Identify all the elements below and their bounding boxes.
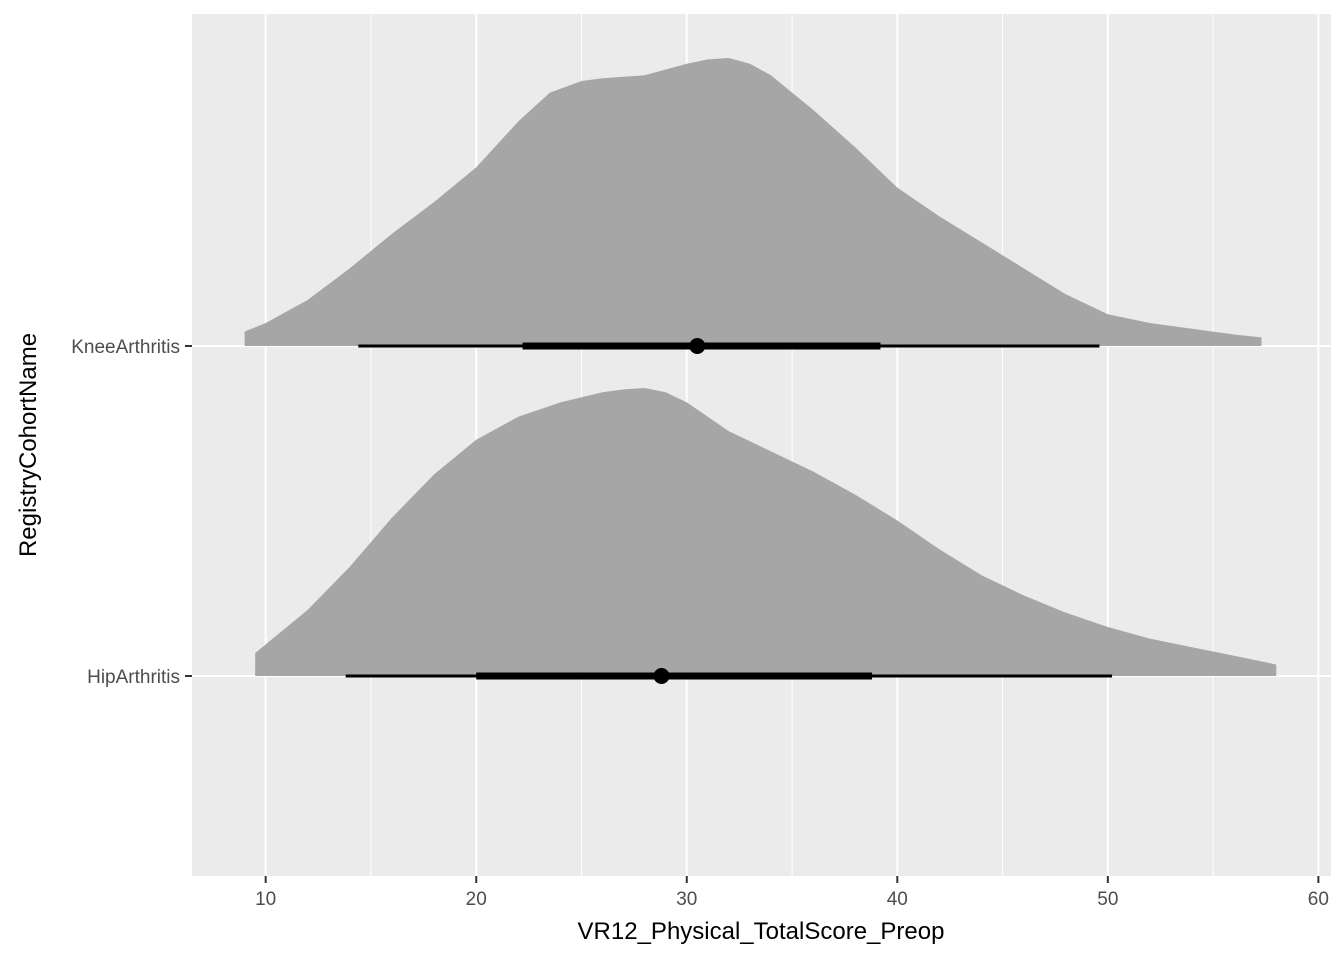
y-tick-label: KneeArthritis xyxy=(71,337,180,358)
x-tick-label: 30 xyxy=(676,889,697,910)
point-HipArthritis xyxy=(653,668,670,684)
density-KneeArthritis xyxy=(244,58,1262,346)
x-tick-label: 50 xyxy=(1097,889,1118,910)
x-tick-label: 60 xyxy=(1308,889,1329,910)
x-tick-label: 20 xyxy=(466,889,487,910)
x-tick-label: 10 xyxy=(255,889,276,910)
y-tick-label: HipArthritis xyxy=(87,667,180,688)
x-axis-title: VR12_Physical_TotalScore_Preop xyxy=(578,918,945,945)
data-layer xyxy=(244,58,1277,684)
point-KneeArthritis xyxy=(689,338,706,354)
y-axis-title: RegistryCohortName xyxy=(15,333,42,557)
axes: 10 20 30 40 50 60 HipArthritis KneeArthritis xyxy=(71,337,1329,910)
density-HipArthritis xyxy=(255,388,1277,676)
x-tick-label: 40 xyxy=(887,889,908,910)
